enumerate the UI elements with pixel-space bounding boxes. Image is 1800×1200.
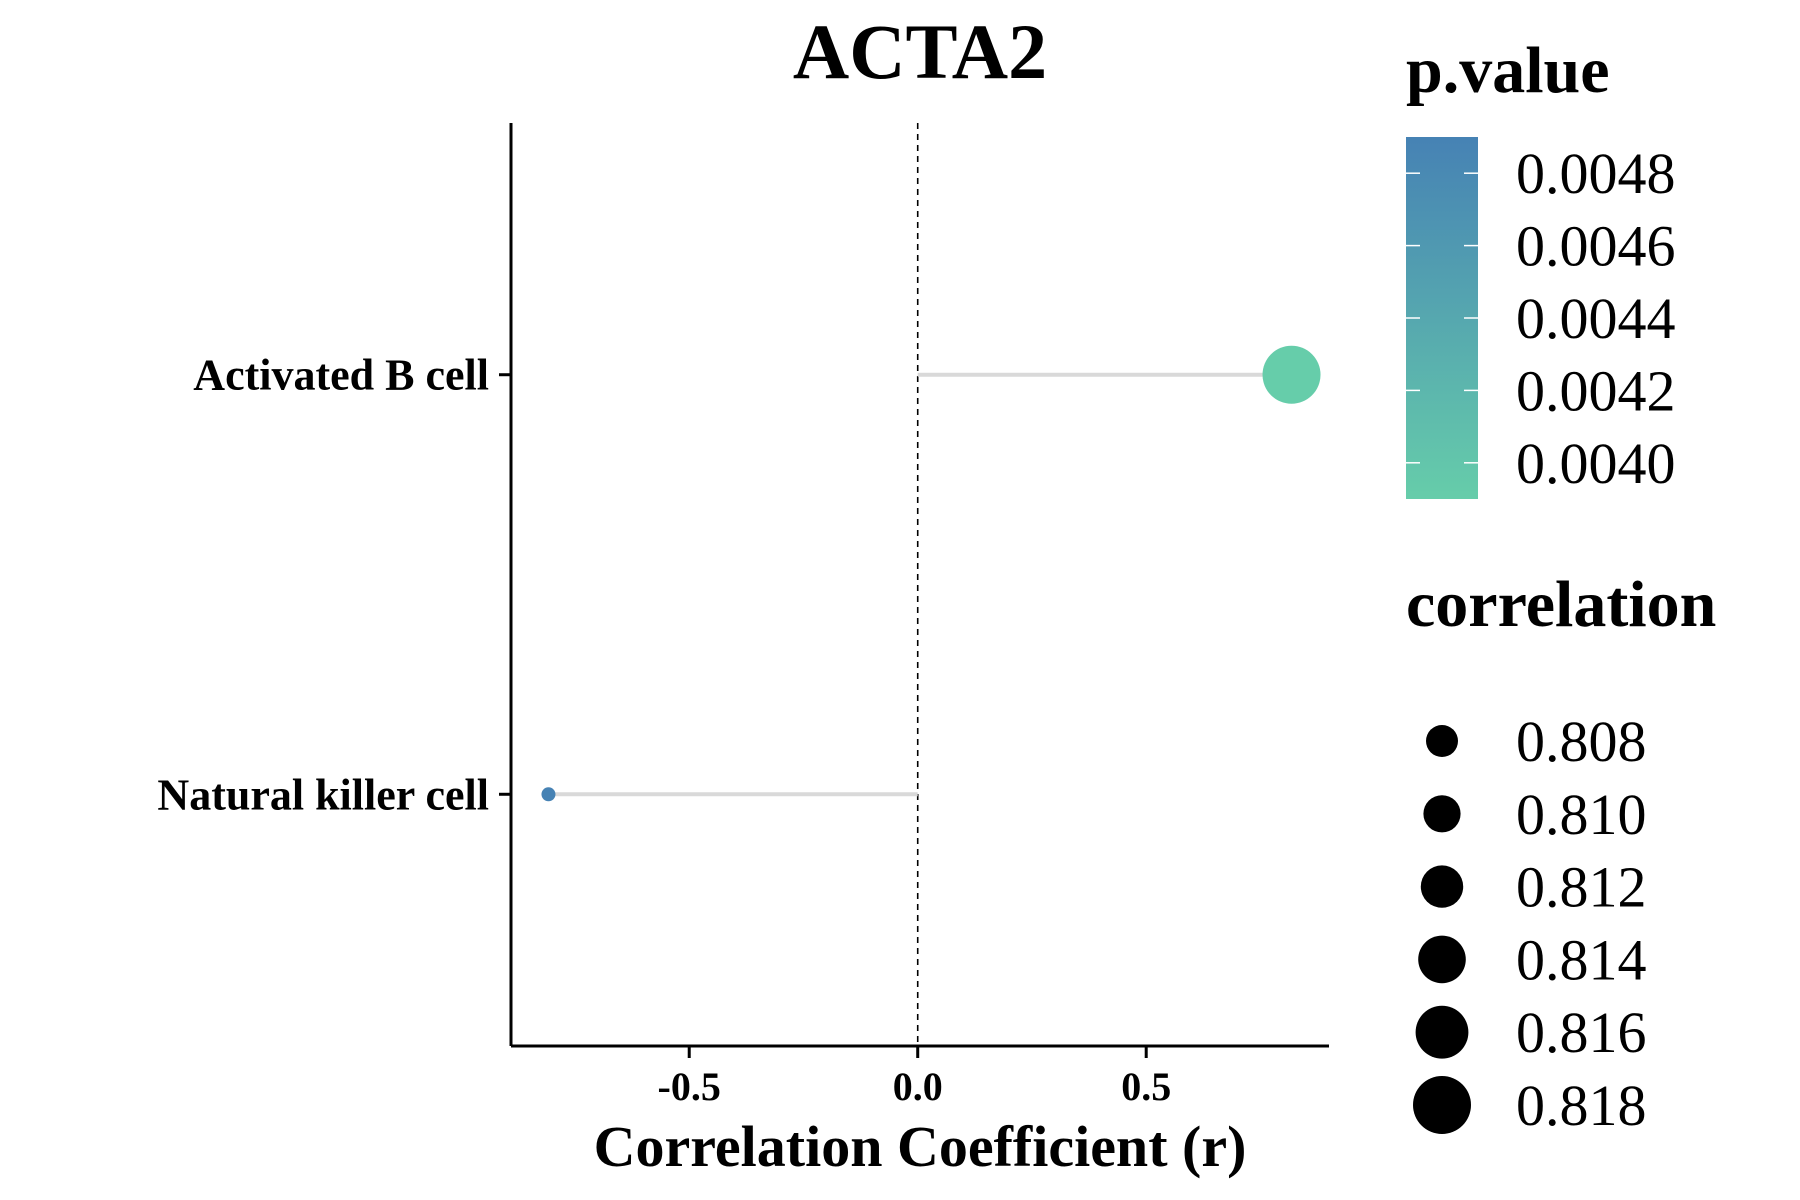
- chart-title: ACTA2: [793, 8, 1047, 95]
- correlation-legend-dot: [1415, 1005, 1469, 1059]
- correlation-legend-dot: [1423, 795, 1461, 833]
- p-value-legend: p.value 0.0048 0.0046 0.0044 0.0042 0.0040: [1406, 34, 1676, 499]
- correlation-legend-label: 0.818: [1516, 1073, 1647, 1138]
- correlation-legend-dot: [1426, 725, 1458, 757]
- correlation-legend-label: 0.808: [1516, 709, 1647, 774]
- correlation-legend-title: correlation: [1406, 568, 1716, 641]
- correlation-legend-label: 0.810: [1516, 782, 1647, 847]
- p-value-legend-label: 0.0044: [1516, 286, 1676, 351]
- plot-area: [541, 123, 1321, 1046]
- y-tick-label: Activated B cell: [193, 351, 489, 400]
- lollipop-point: [1262, 345, 1321, 404]
- p-value-legend-label: 0.0048: [1516, 141, 1676, 206]
- x-tick-label: 0.0: [893, 1064, 943, 1109]
- p-value-legend-label: 0.0042: [1516, 358, 1676, 423]
- x-axis-label: Correlation Coefficient (r): [594, 1114, 1247, 1179]
- p-value-legend-label: 0.0040: [1516, 431, 1676, 496]
- correlation-legend: correlation 0.808 0.810 0.812 0.814 0.816 0.8…: [1406, 568, 1716, 1138]
- correlation-legend-label: 0.812: [1516, 855, 1647, 920]
- p-value-legend-label: 0.0046: [1516, 214, 1676, 279]
- correlation-legend-dot: [1420, 865, 1464, 908]
- x-tick-label: -0.5: [658, 1064, 721, 1109]
- correlation-legend-dot: [1418, 935, 1466, 984]
- y-tick-label: Natural killer cell: [157, 770, 489, 819]
- correlation-legend-label: 0.814: [1516, 927, 1647, 992]
- lollipop-point: [541, 787, 556, 802]
- correlation-legend-label: 0.816: [1516, 1000, 1647, 1065]
- p-value-legend-title: p.value: [1406, 34, 1610, 107]
- x-tick-label: 0.5: [1121, 1064, 1171, 1109]
- correlation-legend-dot: [1413, 1076, 1471, 1134]
